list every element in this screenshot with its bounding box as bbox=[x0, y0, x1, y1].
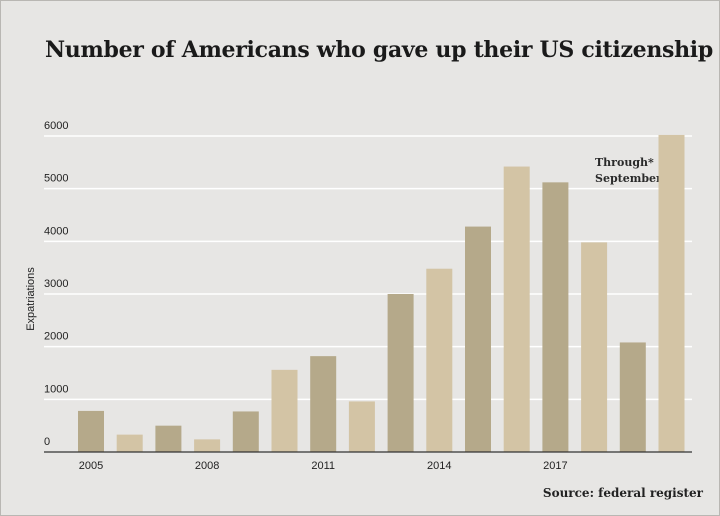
y-tick-label: 1000 bbox=[44, 383, 68, 395]
y-tick-label: 6000 bbox=[44, 120, 68, 132]
y-tick-label: 2000 bbox=[44, 331, 68, 343]
chart-title: Number of Americans who gave up their US… bbox=[45, 37, 713, 63]
annotation-line-2: September bbox=[595, 172, 662, 185]
bar-2009 bbox=[232, 411, 259, 452]
x-tick-label: 2005 bbox=[79, 460, 103, 472]
x-tick-label: 2014 bbox=[427, 460, 451, 472]
bar-2018 bbox=[581, 242, 608, 452]
bar-2007 bbox=[155, 425, 182, 452]
bar-2013 bbox=[387, 294, 414, 452]
x-tick-label: 2011 bbox=[311, 460, 335, 472]
bar-2017 bbox=[542, 182, 569, 452]
x-tick-label: 2008 bbox=[195, 460, 219, 472]
y-tick-label: 3000 bbox=[44, 278, 68, 290]
bar-2011 bbox=[310, 356, 337, 452]
bar-2015 bbox=[465, 226, 491, 452]
chart-annotation: Through* September bbox=[595, 155, 685, 187]
y-tick-label: 5000 bbox=[44, 173, 68, 185]
annotation-line-1: Through* bbox=[595, 156, 654, 169]
bar-2010 bbox=[271, 369, 298, 452]
bar-2012 bbox=[348, 401, 375, 452]
x-tick-label: 2017 bbox=[543, 460, 567, 472]
bar-2014 bbox=[426, 268, 453, 452]
bar-2016 bbox=[503, 166, 530, 452]
bar-2006 bbox=[116, 434, 143, 452]
bar-2020 bbox=[658, 134, 685, 453]
y-tick-label: 4000 bbox=[44, 225, 68, 237]
bar-2008 bbox=[194, 439, 221, 452]
bar-2019 bbox=[619, 342, 646, 452]
y-tick-label: 0 bbox=[44, 436, 50, 448]
bar-2005 bbox=[78, 410, 104, 452]
source-note: Source: federal register bbox=[542, 486, 703, 500]
